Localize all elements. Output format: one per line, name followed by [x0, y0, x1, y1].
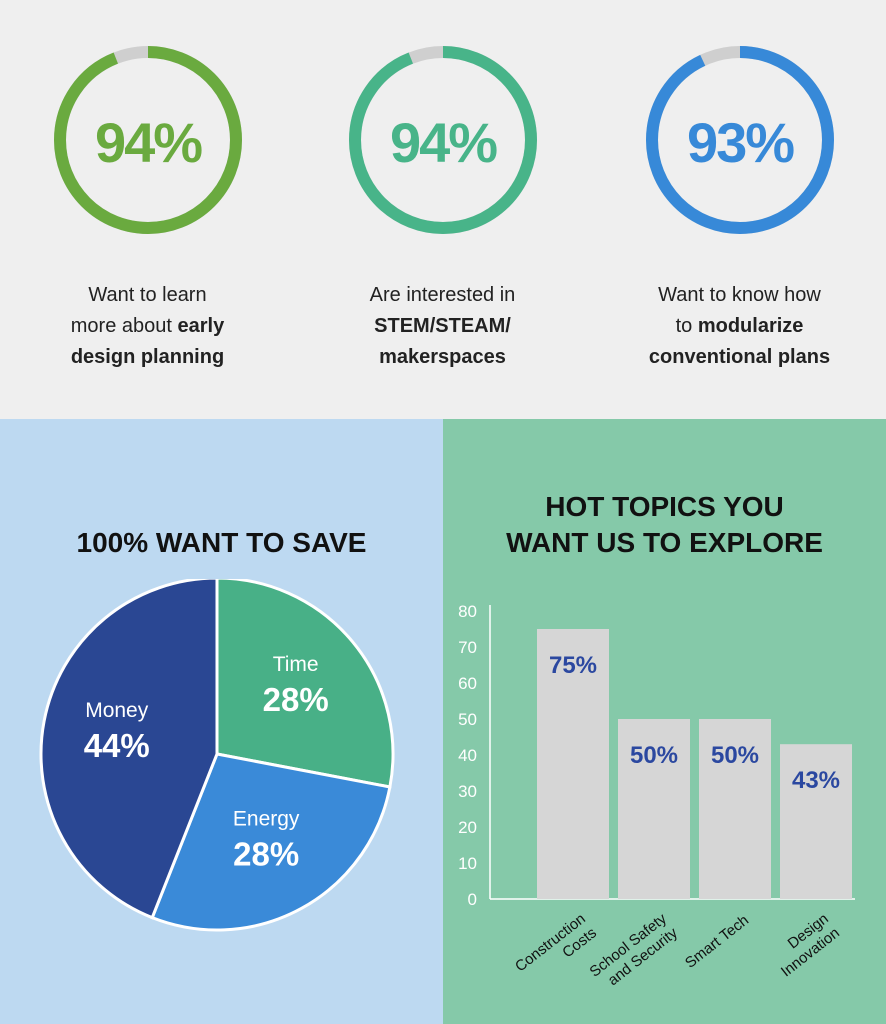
caption-bold: modularize conventional plans [648, 315, 831, 368]
stat-caption: Want to know how to modularize conventiona… [592, 280, 886, 373]
y-tick-label: 60 [458, 674, 477, 693]
pie-slice-money [39, 579, 219, 920]
x-tick-label-line: Smart Tech [682, 912, 752, 972]
bar-value-label: 50% [711, 742, 759, 769]
stat-early-design: 94% Want to learn more about early design … [0, 30, 295, 373]
pie-slice-energy [150, 752, 392, 932]
ring-fill [53, 46, 242, 234]
bar [699, 719, 771, 899]
pie-title: 100% WANT TO SAVE [76, 527, 367, 558]
bar-value-label: 50% [630, 742, 678, 769]
stat-value: 93% [686, 111, 793, 174]
stat-stem: 94% Are interested in STEM/STEAM/makerspa… [295, 30, 590, 373]
bar [780, 744, 852, 899]
pie-slice-value: 28% [233, 835, 299, 872]
ring-fill [348, 46, 537, 234]
pie-slice-label: Money [85, 699, 149, 722]
pie-slice-time [215, 579, 395, 789]
ring-fill [645, 46, 834, 234]
y-tick-label: 10 [458, 854, 477, 873]
y-tick-label: 50 [458, 710, 477, 729]
bar-value-label: 43% [792, 767, 840, 794]
pie-slice-label: Time [273, 653, 319, 676]
bar-value-label: 75% [549, 652, 597, 679]
stat-modularize: 93% Want to know how to modularize convent… [592, 30, 886, 373]
stat-value: 94% [94, 111, 201, 174]
bar-title: HOT TOPICS YOU WANT US TO EXPLORE [506, 491, 823, 558]
y-tick-label: 80 [458, 602, 477, 621]
progress-ring: 93% [645, 46, 834, 234]
x-tick-label: Smart Tech [682, 912, 752, 972]
stat-caption: Are interested in STEM/STEAM/makerspaces [295, 280, 590, 373]
y-tick-label: 30 [458, 782, 477, 801]
savings-panel: 100% WANT TO SAVE Time 28% Energy 28% Money 4… [0, 419, 443, 1024]
topics-panel: HOT TOPICS YOU WANT US TO EXPLORE 0 10 20 30… [443, 419, 886, 1024]
caption-bold: early design planning [70, 315, 225, 368]
bar [618, 719, 690, 899]
stats-section: 94% Want to learn more about early design … [0, 0, 886, 419]
progress-ring: 94% [53, 46, 242, 234]
caption-text: Want to know how to [658, 284, 821, 337]
caption-text: Are interested in [369, 284, 516, 306]
progress-ring: 94% [348, 46, 537, 234]
caption-bold: STEM/STEAM/makerspaces [374, 315, 511, 368]
y-tick-label: 0 [468, 890, 477, 909]
pie-slice-value: 44% [84, 727, 150, 764]
pie-slice-label: Energy [233, 807, 300, 830]
bar [537, 629, 609, 899]
pie-slice-value: 28% [263, 681, 329, 718]
stat-value: 94% [389, 111, 496, 174]
pie-chart: Time 28% Energy 28% Money 44% [39, 579, 395, 932]
caption-text: Want to learn more about [70, 284, 207, 337]
y-tick-label: 40 [458, 746, 477, 765]
y-tick-label: 20 [458, 818, 477, 837]
stat-caption: Want to learn more about early design plan… [0, 280, 295, 373]
y-tick-label: 70 [458, 638, 477, 657]
